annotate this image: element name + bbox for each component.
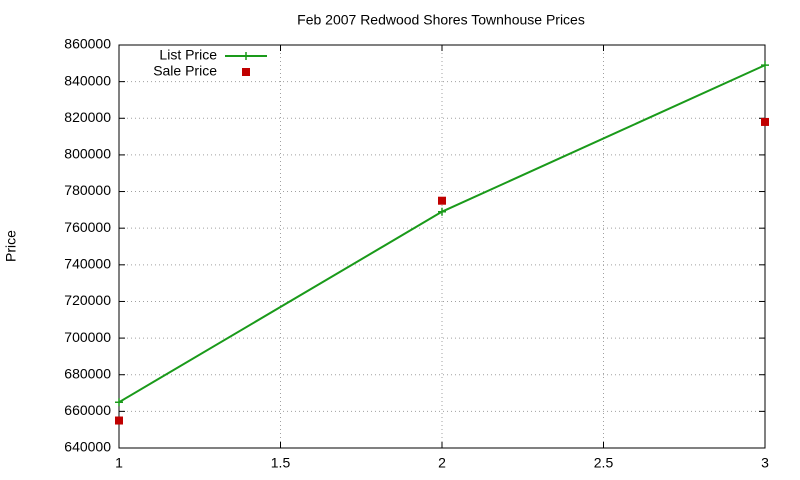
y-tick-label: 860000 <box>64 36 111 52</box>
y-tick-label: 660000 <box>64 402 111 418</box>
data-point <box>438 207 446 216</box>
y-tick-label: 700000 <box>64 329 111 345</box>
data-point <box>761 117 769 126</box>
data-point <box>438 196 446 205</box>
legend-label: Sale Price <box>153 63 217 79</box>
y-tick-label: 720000 <box>64 292 111 308</box>
x-tick-label: 2 <box>438 455 446 471</box>
y-tick-label: 640000 <box>64 439 111 455</box>
chart-title: Feb 2007 Redwood Shores Townhouse Prices <box>297 12 585 28</box>
y-tick-label: 680000 <box>64 365 111 381</box>
plot-border <box>118 44 766 449</box>
data-point <box>761 61 769 70</box>
y-tick-label: 760000 <box>64 219 111 235</box>
data-point <box>115 398 123 407</box>
x-tick-label: 1 <box>115 455 123 471</box>
legend-label: List Price <box>159 47 217 63</box>
x-tick-label: 3 <box>761 455 769 471</box>
x-tick-label: 1.5 <box>271 455 291 471</box>
y-axis-label: Price <box>3 230 19 262</box>
y-tick-label: 780000 <box>64 182 111 198</box>
legend-marker <box>242 52 250 60</box>
y-tick-label: 820000 <box>64 109 111 125</box>
y-tick-label: 800000 <box>64 146 111 162</box>
y-tick-label: 840000 <box>64 72 111 88</box>
legend-marker <box>242 68 250 76</box>
x-tick-label: 2.5 <box>594 455 614 471</box>
y-tick-label: 740000 <box>64 256 111 272</box>
data-point <box>115 416 123 425</box>
